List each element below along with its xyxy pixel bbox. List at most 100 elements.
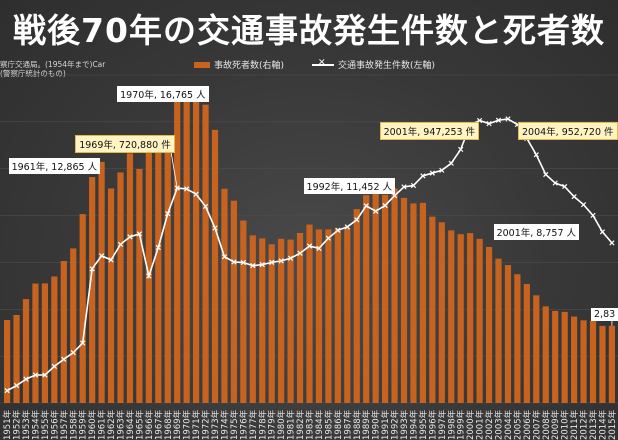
x-tick-label: 1974年 (219, 409, 230, 440)
x-tick-label: 1995年 (418, 409, 429, 440)
x-tick-label: 1968年 (163, 409, 174, 440)
x-tick-label: 2007年 (531, 409, 542, 440)
bar (561, 311, 568, 403)
legend: 事故死者数(右軸) 交通事故発生件数(左軸) (194, 58, 435, 71)
bar (372, 192, 379, 403)
callout-label: 2004年, 952,720 件 (518, 122, 618, 140)
bar (136, 169, 143, 403)
bar (438, 222, 445, 403)
line-point (410, 182, 417, 189)
line-point (486, 120, 492, 127)
callout-label: 2001年, 8,757 人 (493, 224, 580, 240)
legend-bar-swatch-icon (194, 61, 210, 68)
bar (79, 214, 86, 403)
bar (580, 320, 587, 403)
bar (183, 88, 190, 403)
line-point (458, 146, 464, 153)
bar (202, 104, 209, 404)
bar (259, 238, 266, 403)
x-tick-label: 1958年 (68, 409, 79, 440)
source-note: 察庁交通局。(1954年まで)Car (警察庁統計のもの) (0, 60, 105, 78)
bar (485, 246, 493, 403)
line-point (429, 170, 435, 176)
bar (296, 232, 304, 403)
x-tick-label: 1982年 (295, 409, 306, 440)
line-point (231, 259, 237, 265)
source-note-line-1: 察庁交通局。(1954年まで)Car (0, 60, 106, 69)
line-point (98, 253, 105, 259)
callout-label: 1970年, 16,765 人 (117, 86, 209, 102)
chart-title: 戦後70年の交通事故発生件数と死者数 (13, 11, 605, 50)
x-tick-label: 1989年 (361, 409, 372, 440)
x-tick-label: 1970年 (182, 409, 193, 440)
bar (221, 188, 228, 403)
bar (4, 319, 11, 403)
x-tick-label: 1983年 (305, 409, 316, 440)
x-tick-label: 1997年 (437, 409, 448, 440)
callout-label: 1992年, 11,452 人 (303, 178, 396, 194)
bar (552, 310, 559, 403)
line-point (354, 217, 360, 223)
line-point (278, 258, 284, 264)
x-tick-label: 2006年 (522, 409, 533, 440)
x-tick-label: 1962年 (106, 409, 117, 440)
bar (164, 135, 171, 404)
x-tick-label: 1969年 (172, 409, 183, 440)
bar (495, 258, 502, 403)
line-point (335, 227, 341, 233)
line-point (590, 212, 596, 219)
x-tick-label: 1984年 (314, 409, 325, 440)
bar (174, 98, 181, 404)
line-point (259, 262, 265, 268)
line-point (505, 116, 511, 122)
x-tick-label: 1957年 (59, 409, 70, 440)
line-point (70, 350, 76, 356)
line-point (212, 225, 218, 231)
line-point (202, 203, 209, 210)
x-tick-label: 1999年 (456, 409, 467, 440)
bar (70, 248, 77, 403)
x-tick-label: 1960年 (87, 409, 98, 440)
x-tick-label: 1954年 (30, 409, 41, 440)
line-point (391, 193, 398, 199)
line-point (609, 240, 615, 246)
line-point (533, 152, 539, 158)
bar (306, 224, 313, 403)
x-tick-label: 1967年 (153, 409, 164, 440)
bar (89, 177, 96, 403)
line-point (599, 229, 606, 235)
bar (211, 129, 219, 403)
line-point (325, 235, 332, 241)
x-tick-label: 1987年 (342, 409, 353, 440)
x-tick-label: 1956年 (49, 409, 60, 440)
line-point (61, 356, 67, 362)
x-tick-label: 1963年 (116, 409, 127, 440)
x-tick-label: 1978年 (257, 409, 268, 440)
x-tick-label: 1966年 (144, 409, 155, 440)
line-point (571, 194, 577, 200)
legend-bars-label: 事故死者数(右軸) (214, 61, 285, 71)
x-tick-label: 1951年 (2, 409, 13, 440)
legend-line-swatch-icon (312, 58, 335, 69)
line-point (316, 245, 322, 251)
bar (32, 283, 39, 403)
bar (542, 306, 549, 403)
x-tick-label: 2004年 (503, 409, 514, 440)
line-point (562, 183, 568, 190)
line-point (552, 180, 558, 186)
bar (41, 283, 48, 403)
x-tick-label: 2012年 (579, 409, 590, 440)
x-tick-label: 1992年 (390, 409, 401, 440)
bar (608, 325, 615, 403)
legend-line-label: 交通事故発生件数(左軸) (338, 61, 436, 71)
line-point (23, 376, 29, 382)
x-tick-label: 1977年 (248, 409, 259, 440)
x-tick-label: 1988年 (352, 409, 363, 440)
x-tick-label: 1998年 (446, 409, 457, 440)
bar (107, 188, 115, 403)
bar (344, 227, 351, 403)
line-point (287, 255, 294, 261)
line-point (269, 259, 275, 266)
